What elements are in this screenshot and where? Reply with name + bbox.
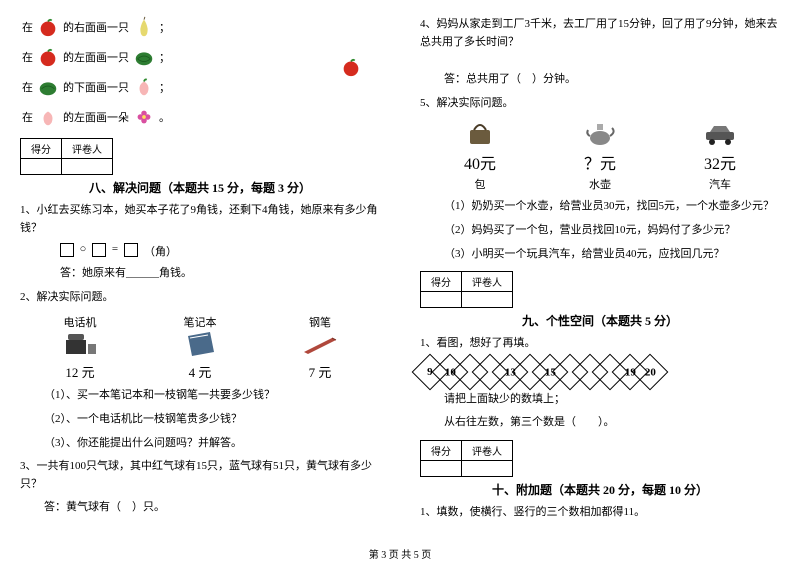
product-name: 电话机 — [64, 314, 97, 330]
product-row: 40元 包 ？元 水壶 32元 汽车 — [420, 118, 780, 192]
diamond-cell: 20 — [632, 353, 669, 390]
watermelon-icon — [133, 46, 155, 68]
product-price: 32元 — [704, 150, 736, 174]
product-pen: 钢笔 7 元 — [280, 312, 360, 381]
score-header: 评卷人 — [462, 272, 513, 292]
grader-cell[interactable] — [462, 460, 513, 476]
grader-cell[interactable] — [62, 159, 113, 175]
bag-icon — [460, 118, 500, 148]
text: 在 — [22, 79, 33, 95]
product-name: 笔记本 — [184, 314, 217, 330]
page-footer: 第 3 页 共 5 页 — [0, 546, 800, 561]
text: ； — [159, 19, 170, 35]
pen-icon — [300, 330, 340, 360]
question-5-2: （2）妈妈买了一个包，营业员找回10元，妈妈付了多少元？ — [444, 222, 780, 240]
score-table: 得分 评卷人 — [420, 440, 513, 477]
text: 。 — [159, 109, 170, 125]
score-header: 评卷人 — [462, 440, 513, 460]
text: 的右面画一只 — [63, 19, 129, 35]
question-2-3: （3）、你还能提出什么问题吗？并解答。 — [44, 435, 380, 453]
unit-label: （角） — [144, 243, 177, 259]
section-9-title: 九、个性空间（本题共 5 分） — [420, 312, 780, 329]
draw-instruction-row: 在 的左面画一只 ； — [20, 44, 380, 70]
watermelon-icon — [37, 76, 59, 98]
product-price: 4 元 — [189, 362, 212, 381]
peach-icon — [37, 106, 59, 128]
left-column: 在 的右面画一只 ； 在 的左面画一只 ； 在 的下面画一只 ； 在 的左面画一… — [0, 0, 400, 545]
equation-boxes: ○ = （角） — [60, 243, 380, 259]
draw-instruction-row: 在 的下面画一只 ； — [20, 74, 380, 100]
input-box[interactable] — [124, 243, 138, 257]
text: 在 — [22, 109, 33, 125]
apple-icon — [37, 16, 59, 38]
question-1: 1、小红去买练习本，她买本子花了9角钱，还剩下4角钱，她原来有多少角钱？ — [20, 202, 380, 237]
pear-icon — [133, 16, 155, 38]
score-header: 得分 — [421, 272, 462, 292]
right-column: 4、妈妈从家走到工厂3千米，去工厂用了15分钟，回了用了9分钟，她来去总共用了多… — [400, 0, 800, 545]
operator: ○ — [76, 243, 90, 259]
draw-instruction-row: 在 的右面画一只 ； — [20, 14, 380, 40]
product-name: 包 — [475, 176, 486, 192]
product-name: 汽车 — [709, 176, 731, 192]
text: 的下面画一只 — [63, 79, 129, 95]
question-2-2: （2）、一个电话机比一枝钢笔贵多少钱？ — [44, 411, 380, 429]
question-5-1: （1）奶奶买一个水壶，给营业员30元，找回5元，一个水壶多少元？ — [444, 198, 780, 216]
notebook-icon — [180, 330, 220, 360]
car-icon — [700, 118, 740, 148]
product-row: 电话机 12 元 笔记本 4 元 钢笔 7 元 — [20, 312, 380, 381]
text: ； — [159, 79, 170, 95]
peach-icon — [133, 76, 155, 98]
question-5: 5、解决实际问题。 — [420, 95, 780, 113]
question-9-1: 1、看图，想好了再填。 — [420, 335, 780, 353]
score-table: 得分 评卷人 — [20, 138, 113, 175]
question-2: 2、解决实际问题。 — [20, 289, 380, 307]
fill-instruction: 请把上面缺少的数填上； — [444, 391, 780, 409]
question-10-1: 1、填数，使横行、竖行的三个数相加都得11。 — [420, 504, 780, 522]
score-header: 得分 — [21, 139, 62, 159]
input-box[interactable] — [60, 243, 74, 257]
product-car: 32元 汽车 — [680, 118, 760, 192]
grader-cell[interactable] — [462, 292, 513, 308]
product-phone: 电话机 12 元 — [40, 312, 120, 381]
product-price: 40元 — [464, 150, 496, 174]
product-bag: 40元 包 — [440, 118, 520, 192]
product-price: 12 元 — [65, 362, 94, 381]
score-cell[interactable] — [421, 292, 462, 308]
text: 的左面画一朵 — [63, 109, 129, 125]
score-cell[interactable] — [421, 460, 462, 476]
product-price: 7 元 — [309, 362, 332, 381]
diamond-row: 91013151920 — [420, 359, 780, 385]
operator: = — [108, 243, 122, 259]
product-notebook: 笔记本 4 元 — [160, 312, 240, 381]
section-10-title: 十、附加题（本题共 20 分，每题 10 分） — [420, 481, 780, 498]
answer-line: 答：她原来有______角钱。 — [60, 265, 380, 283]
score-table: 得分 评卷人 — [420, 271, 513, 308]
question-3: 3、一共有100只气球，其中红气球有15只，蓝气球有51只，黄气球有多少只？ — [20, 458, 380, 493]
question-2-1: （1）、买一本笔记本和一枝钢笔一共要多少钱？ — [44, 387, 380, 405]
score-header: 评卷人 — [62, 139, 113, 159]
text: 在 — [22, 19, 33, 35]
text: 的左面画一只 — [63, 49, 129, 65]
apple-icon — [37, 46, 59, 68]
kettle-icon — [580, 118, 620, 148]
score-cell[interactable] — [21, 159, 62, 175]
draw-instruction-row: 在 的左面画一朵 。 — [20, 104, 380, 130]
score-header: 得分 — [421, 440, 462, 460]
question-4: 4、妈妈从家走到工厂3千米，去工厂用了15分钟，回了用了9分钟，她来去总共用了多… — [420, 16, 780, 51]
input-box[interactable] — [92, 243, 106, 257]
product-kettle: ？元 水壶 — [560, 118, 640, 192]
apple-icon — [340, 56, 362, 78]
answer-line: 答：黄气球有（ ）只。 — [44, 499, 380, 517]
question-5-3: （3）小明买一个玩具汽车，给营业员40元，应找回几元？ — [444, 246, 780, 264]
section-8-title: 八、解决问题（本题共 15 分，每题 3 分） — [20, 179, 380, 196]
product-price: ？元 — [584, 150, 616, 174]
flower-icon — [133, 106, 155, 128]
fill-instruction: 从右往左数，第三个数是（ ）。 — [444, 414, 780, 432]
text: ； — [159, 49, 170, 65]
text: 在 — [22, 49, 33, 65]
product-name: 水壶 — [589, 176, 611, 192]
product-name: 钢笔 — [309, 314, 331, 330]
answer-line: 答：总共用了（ ）分钟。 — [444, 71, 780, 89]
phone-icon — [60, 330, 100, 360]
